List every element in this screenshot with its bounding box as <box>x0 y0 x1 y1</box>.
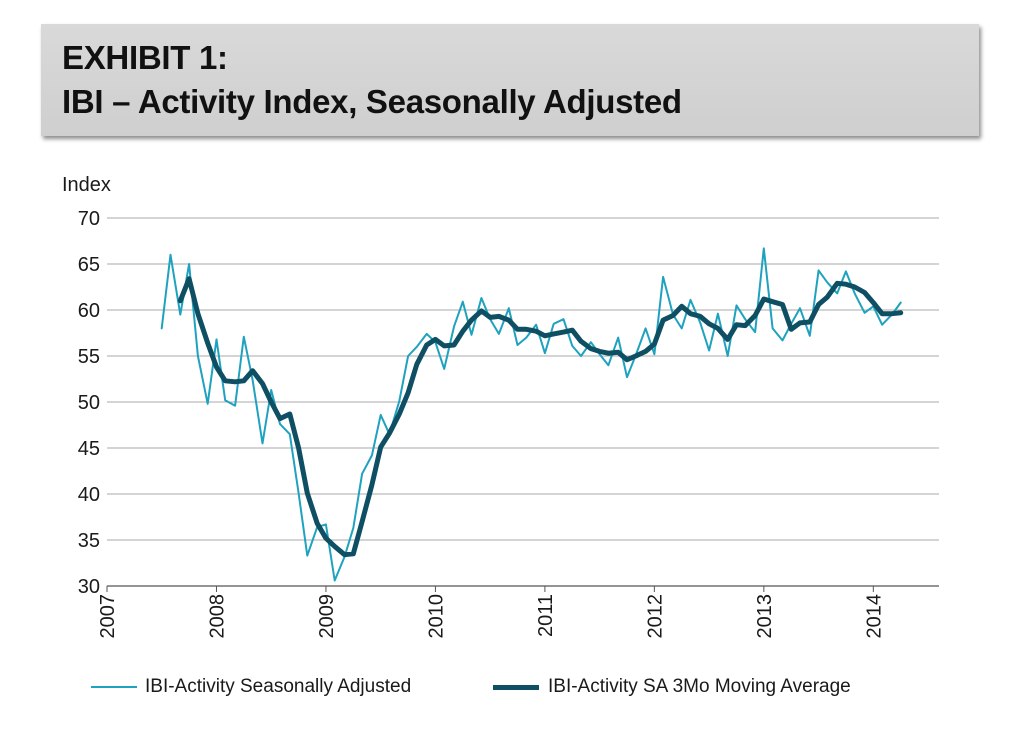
y-axis-label: Index <box>62 174 111 196</box>
exhibit-number: EXHIBIT 1: <box>62 39 228 76</box>
x-tick-label: 2011 <box>535 594 557 637</box>
y-tick-label: 30 <box>78 576 100 598</box>
y-tick-label: 35 <box>78 530 100 552</box>
y-tick-label: 55 <box>78 346 100 368</box>
series-line-seasonally-adjusted <box>160 247 902 582</box>
series-line-moving-average <box>177 276 904 558</box>
x-tick-label: 2010 <box>425 594 447 639</box>
exhibit-title: IBI – Activity Index, Seasonally Adjuste… <box>62 83 682 120</box>
y-tick-label: 65 <box>78 254 100 276</box>
legend-swatch-moving-average <box>493 685 539 690</box>
x-tick-label: 2009 <box>316 594 338 639</box>
x-tick-label: 2014 <box>863 594 885 639</box>
y-tick-label: 40 <box>78 484 100 506</box>
legend-label-moving-average: IBI-Activity SA 3Mo Moving Average <box>548 676 851 697</box>
x-tick-label: 2012 <box>644 594 666 639</box>
y-tick-label: 50 <box>78 392 100 414</box>
legend-label-seasonally-adjusted: IBI-Activity Seasonally Adjusted <box>145 676 412 697</box>
x-tick-label: 2008 <box>206 594 228 639</box>
y-tick-label: 60 <box>78 300 100 322</box>
exhibit-header: EXHIBIT 1: IBI – Activity Index, Seasona… <box>41 24 979 136</box>
y-tick-label: 70 <box>78 208 100 230</box>
y-tick-label: 45 <box>78 438 100 460</box>
x-tick-label: 2013 <box>754 594 776 639</box>
x-tick-label: 2007 <box>97 594 119 639</box>
legend-swatch-seasonally-adjusted <box>91 686 137 688</box>
